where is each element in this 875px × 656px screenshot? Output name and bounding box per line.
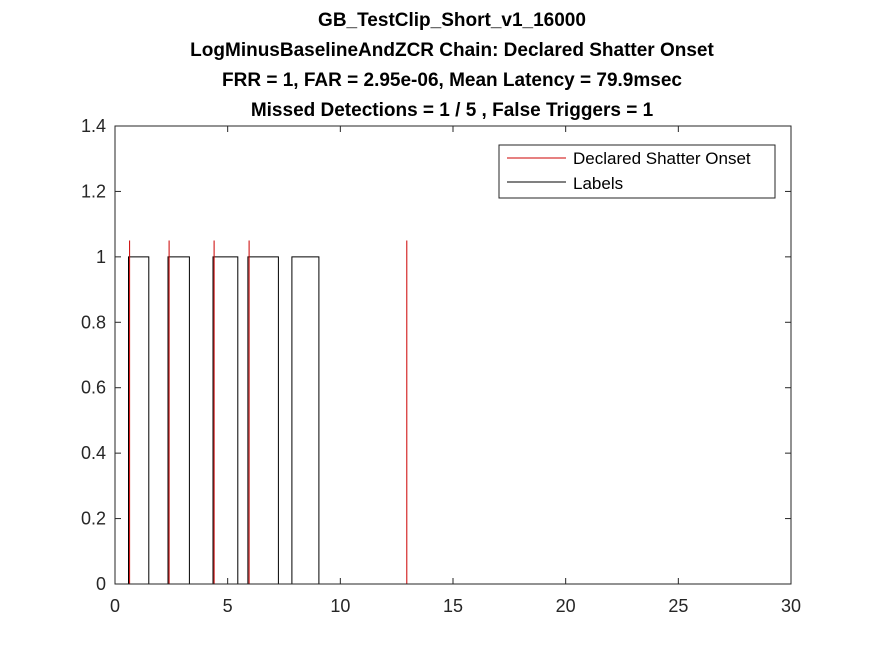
- ticks-layer: 0 5 10 15 20 25 30 0 0.2 0.4 0.6 0.8 1 1.2 1.4: [81, 116, 801, 616]
- y-tick-label: 1: [96, 247, 106, 267]
- title-line-1: GB_TestClip_Short_v1_16000: [318, 10, 586, 31]
- y-tick-label: 0: [96, 574, 106, 594]
- x-tick-label: 25: [668, 596, 688, 616]
- plot-area: [115, 126, 791, 584]
- legend-label-declared: Declared Shatter Onset: [573, 149, 751, 168]
- y-tick-label: 1.2: [81, 181, 106, 201]
- title-line-3: FRR = 1, FAR = 2.95e-06, Mean Latency = …: [222, 70, 682, 91]
- x-tick-label: 5: [223, 596, 233, 616]
- y-tick-label: 0.8: [81, 312, 106, 332]
- y-tick-label: 0.6: [81, 378, 106, 398]
- series-labels-line: [115, 256, 719, 585]
- legend-box: [498, 144, 776, 199]
- x-tick-label: 15: [443, 596, 463, 616]
- series-declared-onset-line: [115, 240, 719, 585]
- series-layer: [115, 240, 719, 585]
- y-tick-label: 1.4: [81, 116, 106, 136]
- y-tick-label: 0.4: [81, 443, 106, 463]
- title-line-2: LogMinusBaselineAndZCR Chain: Declared S…: [190, 40, 714, 61]
- legend: Declared Shatter Onset Labels: [498, 144, 776, 199]
- x-tick-label: 10: [330, 596, 350, 616]
- x-tick-label: 20: [556, 596, 576, 616]
- chart-title: GB_TestClip_Short_v1_16000 LogMinusBasel…: [190, 10, 714, 121]
- x-tick-label: 30: [781, 596, 801, 616]
- y-tick-label: 0.2: [81, 509, 106, 529]
- x-tick-label: 0: [110, 596, 120, 616]
- title-line-4: Missed Detections = 1 / 5 , False Trigge…: [251, 100, 654, 121]
- legend-label-labels: Labels: [573, 174, 623, 193]
